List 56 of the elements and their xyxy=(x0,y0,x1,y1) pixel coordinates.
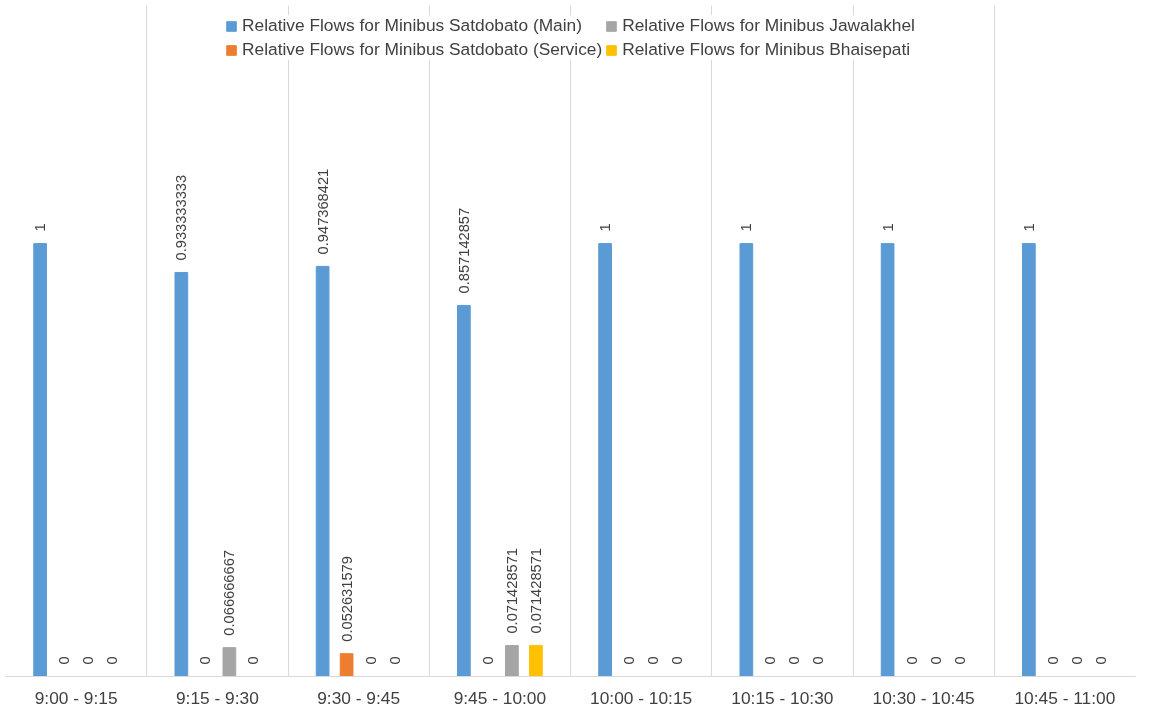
bar xyxy=(505,645,519,677)
data-label: 0.071428571 xyxy=(503,547,520,634)
bar xyxy=(880,243,895,677)
data-label: 0 xyxy=(951,656,968,665)
data-label: 0 xyxy=(197,656,214,665)
bar xyxy=(33,243,47,677)
data-label: 0 xyxy=(927,656,944,665)
data-label: 0.933333333 xyxy=(173,174,190,261)
x-tick-label: 10:00 - 10:15 xyxy=(590,687,693,708)
data-label: 1 xyxy=(32,223,49,232)
x-tick-label: 10:45 - 11:00 xyxy=(1014,687,1116,708)
data-label: 0.052631579 xyxy=(338,556,355,642)
legend-label: Relative Flows for Minibus Satdobato (Service) xyxy=(242,39,603,60)
data-label: 0 xyxy=(762,656,779,665)
data-label: 0 xyxy=(1092,656,1109,665)
bar xyxy=(222,647,237,677)
data-label: 0.947368421 xyxy=(314,168,331,255)
x-tick-label: 10:30 - 10:45 xyxy=(872,687,975,708)
data-label: 0.071428571 xyxy=(527,547,544,634)
bar xyxy=(315,265,330,677)
data-label: 0 xyxy=(903,656,920,665)
data-label: 0.066666667 xyxy=(221,550,238,636)
data-label: 0 xyxy=(479,656,496,665)
data-label: 0 xyxy=(621,656,638,665)
legend-label: Relative Flows for Minibus Bhaisepati xyxy=(622,39,911,60)
x-tick-label: 9:00 - 9:15 xyxy=(34,687,118,708)
legend-label: Relative Flows for Minibus Satdobato (Main) xyxy=(242,15,582,36)
x-tick-label: 9:15 - 9:30 xyxy=(175,687,259,708)
bar xyxy=(339,653,354,677)
data-label: 1 xyxy=(1020,223,1037,232)
data-label: 0 xyxy=(810,656,827,665)
x-tick-label: 9:45 - 10:00 xyxy=(453,687,547,708)
data-label: 1 xyxy=(597,223,614,232)
data-label: 0 xyxy=(1068,656,1085,665)
data-label: 0 xyxy=(386,656,403,665)
bar xyxy=(1022,243,1036,677)
data-label: 0 xyxy=(786,656,803,665)
data-label: 0 xyxy=(362,656,379,665)
data-label: 0 xyxy=(80,656,97,665)
data-label: 0 xyxy=(645,656,662,665)
x-tick-label: 10:15 - 10:30 xyxy=(731,687,834,708)
data-label: 1 xyxy=(738,223,755,232)
bar xyxy=(739,243,754,677)
data-label: 0.857142857 xyxy=(455,207,472,294)
data-label: 0 xyxy=(104,656,121,665)
data-label: 1 xyxy=(879,223,896,232)
legend-label: Relative Flows for Minibus Jawalakhel xyxy=(622,15,915,36)
bar xyxy=(598,243,612,677)
bar xyxy=(529,645,543,677)
data-label: 0 xyxy=(669,656,686,665)
x-tick-label: 9:30 - 9:45 xyxy=(317,687,401,708)
data-label: 0 xyxy=(245,656,262,665)
bar xyxy=(457,304,471,677)
data-label: 0 xyxy=(56,656,73,665)
bar xyxy=(174,271,189,677)
data-label: 0 xyxy=(1044,656,1061,665)
